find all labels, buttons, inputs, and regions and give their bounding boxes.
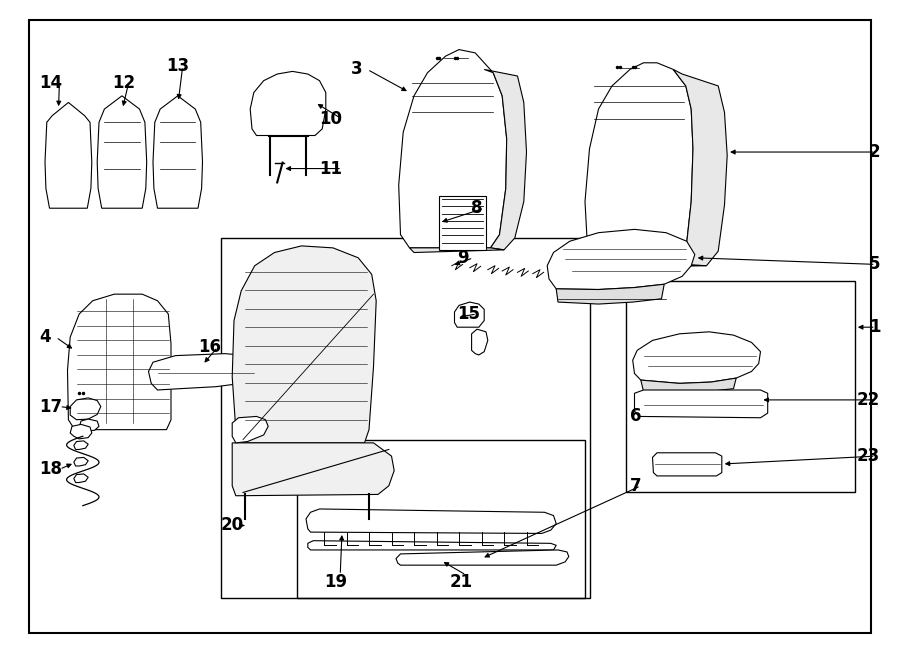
Text: 7: 7 xyxy=(630,477,642,495)
Text: 3: 3 xyxy=(351,60,363,79)
Polygon shape xyxy=(306,509,556,533)
Text: 13: 13 xyxy=(166,57,190,75)
Polygon shape xyxy=(585,63,693,264)
Polygon shape xyxy=(484,69,526,250)
Bar xyxy=(626,281,855,492)
Bar xyxy=(439,196,486,250)
Bar xyxy=(297,440,585,598)
Text: 21: 21 xyxy=(450,572,473,591)
Text: 5: 5 xyxy=(868,255,880,274)
Polygon shape xyxy=(556,284,664,304)
Text: 12: 12 xyxy=(112,73,136,92)
Text: 11: 11 xyxy=(320,159,343,178)
Polygon shape xyxy=(308,541,556,550)
Polygon shape xyxy=(232,246,376,443)
Polygon shape xyxy=(148,354,259,390)
Text: 8: 8 xyxy=(471,199,482,217)
Polygon shape xyxy=(250,71,326,136)
Text: 17: 17 xyxy=(40,397,63,416)
Text: 10: 10 xyxy=(320,110,343,128)
Polygon shape xyxy=(68,294,171,430)
Polygon shape xyxy=(673,69,727,266)
Text: 19: 19 xyxy=(324,572,347,591)
Text: 6: 6 xyxy=(630,407,642,426)
Text: 18: 18 xyxy=(40,460,63,479)
Polygon shape xyxy=(410,248,504,253)
Polygon shape xyxy=(232,443,394,496)
Polygon shape xyxy=(97,96,147,208)
Text: 15: 15 xyxy=(457,305,481,323)
Polygon shape xyxy=(633,332,760,383)
Text: 16: 16 xyxy=(198,338,221,356)
Text: 23: 23 xyxy=(857,447,880,465)
Text: 20: 20 xyxy=(220,516,244,535)
Polygon shape xyxy=(594,264,706,268)
Text: 22: 22 xyxy=(857,391,880,409)
Text: 14: 14 xyxy=(40,73,63,92)
Polygon shape xyxy=(641,378,736,393)
Polygon shape xyxy=(153,96,202,208)
Polygon shape xyxy=(399,50,507,248)
Polygon shape xyxy=(79,419,99,431)
Polygon shape xyxy=(74,457,88,466)
Bar xyxy=(220,238,590,598)
Text: 9: 9 xyxy=(457,249,469,267)
Polygon shape xyxy=(45,102,92,208)
Polygon shape xyxy=(70,424,92,439)
Polygon shape xyxy=(232,416,268,443)
Text: 1: 1 xyxy=(868,318,880,336)
Polygon shape xyxy=(74,441,88,449)
Text: 4: 4 xyxy=(40,328,51,346)
Polygon shape xyxy=(547,229,695,290)
Polygon shape xyxy=(472,329,488,355)
Polygon shape xyxy=(652,453,722,476)
Polygon shape xyxy=(74,474,88,483)
Polygon shape xyxy=(396,550,569,565)
Polygon shape xyxy=(634,390,768,418)
Text: 2: 2 xyxy=(868,143,880,161)
Polygon shape xyxy=(70,398,101,420)
Polygon shape xyxy=(454,302,484,327)
